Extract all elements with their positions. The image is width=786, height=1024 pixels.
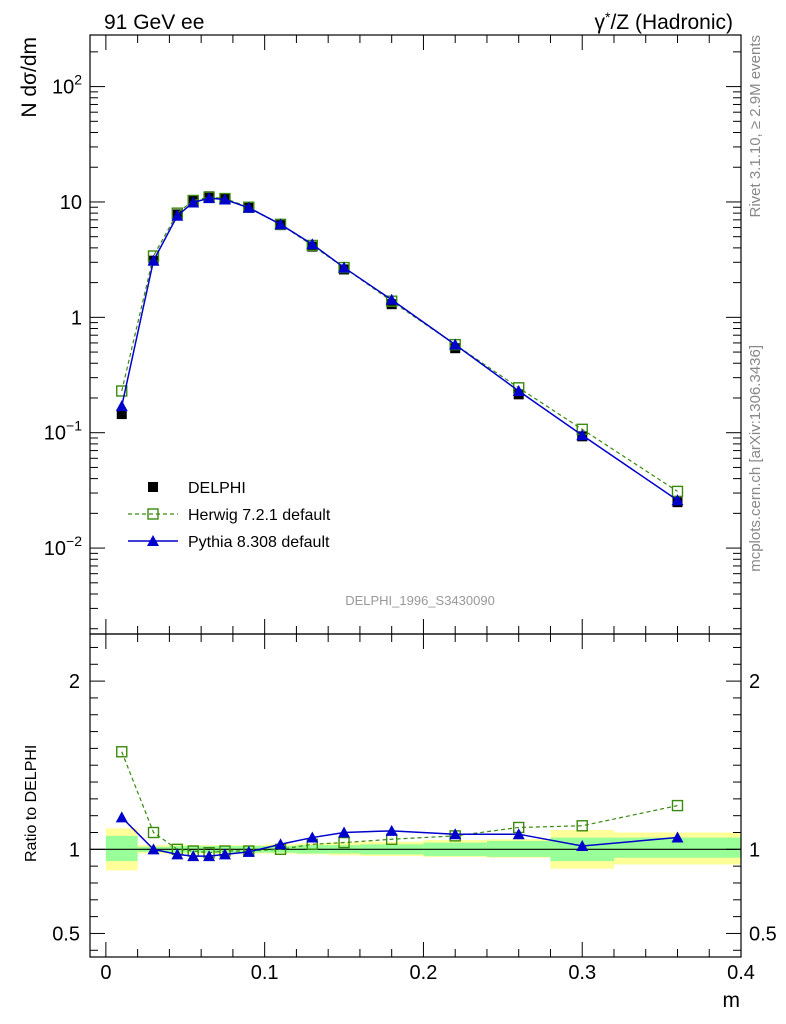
axis-labels: 10−2 10−1 1 10 102 0.5 0.5 1 1 2 2 0 0.1 0.2 0.3 0.4 m N … — [18, 37, 777, 1012]
x-tick-label: 0 — [100, 962, 111, 984]
data-point — [338, 261, 351, 273]
data-point — [147, 508, 159, 520]
header-channel-label: γ*/Z (Hadronic) — [595, 9, 733, 34]
data-point — [203, 192, 216, 204]
data-point — [115, 811, 128, 823]
mcplots-credit-label: mcplots.cern.ch [arXiv:1306.3436] — [747, 345, 764, 572]
x-tick-label: 0.3 — [568, 962, 596, 984]
y-tick-label: 10−1 — [44, 418, 82, 445]
ratio-plot-frame — [89, 633, 742, 958]
legend-entry: DELPHI — [148, 480, 246, 497]
header-process-label: 91 GeV ee — [104, 11, 204, 34]
data-point — [306, 831, 319, 843]
ratio-y-tick-label-right: 1 — [749, 839, 760, 861]
data-point — [187, 850, 200, 862]
data-point — [385, 824, 398, 836]
series-line — [121, 197, 678, 501]
x-tick-label: 0.2 — [410, 962, 438, 984]
legend-label: DELPHI — [188, 480, 246, 497]
data-point — [171, 209, 184, 221]
data-point — [116, 746, 128, 758]
data-point — [203, 850, 216, 862]
legend-entry: Herwig 7.2.1 default — [128, 507, 331, 524]
series-ratio-pythia-8-308-default — [115, 811, 684, 862]
main-y-axis-label: N dσ/dm — [18, 37, 41, 118]
data-point — [115, 400, 128, 412]
ratio-y-tick-label-right: 0.5 — [749, 923, 777, 945]
data-point — [218, 193, 231, 205]
axes-frames — [89, 34, 742, 958]
inner-band-bin — [613, 837, 741, 858]
series-main-herwig-7-2-1-default — [116, 191, 684, 498]
data-point — [512, 384, 525, 396]
data-point — [576, 839, 589, 851]
series-layer — [115, 191, 684, 862]
data-point — [449, 828, 462, 840]
y-tick-label: 10 — [60, 192, 82, 214]
ratio-y-axis-label: Ratio to DELPHI — [23, 745, 40, 862]
y-tick-label: 102 — [52, 72, 82, 99]
x-tick-label: 0.4 — [727, 962, 755, 984]
legend-label: Herwig 7.2.1 default — [188, 507, 331, 524]
data-point — [116, 409, 127, 420]
series-main-delphi — [116, 191, 683, 508]
ratio-y-tick-label-right: 2 — [749, 671, 760, 693]
data-point — [274, 838, 287, 850]
legend-label: Pythia 8.308 default — [188, 534, 330, 551]
ratio-y-tick-label: 2 — [69, 671, 80, 693]
inner-band-bin — [105, 835, 138, 862]
data-point — [338, 826, 351, 838]
data-point — [576, 820, 588, 832]
data-point — [147, 535, 159, 546]
legend: DELPHI Herwig 7.2.1 default Pythia 8.308 d… — [128, 480, 331, 551]
y-tick-label: 10−2 — [44, 533, 82, 560]
axis-ticks — [90, 35, 742, 957]
data-point — [274, 218, 287, 230]
data-point — [385, 293, 398, 305]
legend-entry: Pythia 8.308 default — [128, 534, 330, 551]
series-ratio-herwig-7-2-1-default — [116, 746, 684, 859]
y-tick-label: 1 — [71, 307, 82, 329]
x-axis-label: m — [723, 989, 741, 1012]
data-point — [187, 196, 200, 208]
ratio-y-tick-label: 0.5 — [52, 923, 80, 945]
data-point — [671, 494, 684, 506]
data-point — [171, 848, 184, 860]
data-point — [242, 201, 255, 213]
data-point — [449, 338, 462, 350]
data-point — [148, 482, 158, 492]
data-point — [671, 799, 684, 812]
x-tick-label: 0.1 — [251, 962, 279, 984]
data-point — [338, 836, 350, 849]
series-line — [121, 196, 678, 492]
data-point — [306, 238, 319, 250]
data-point — [147, 254, 160, 266]
series-main-pythia-8-308-default — [115, 192, 684, 506]
ratio-y-tick-label: 1 — [69, 839, 80, 861]
data-point — [218, 848, 231, 860]
rivet-version-label: Rivet 3.1.10, ≥ 2.9M events — [747, 35, 764, 218]
analysis-id-label: DELPHI_1996_S3430090 — [345, 593, 495, 608]
data-point — [512, 828, 525, 840]
data-point — [147, 826, 160, 839]
data-point — [116, 385, 128, 397]
data-point — [147, 843, 160, 855]
data-point — [671, 831, 684, 843]
data-point — [576, 429, 589, 441]
data-point — [242, 845, 255, 857]
